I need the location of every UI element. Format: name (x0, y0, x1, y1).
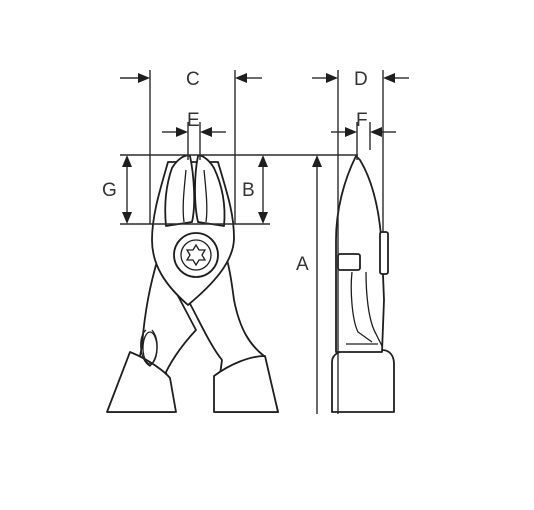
arrow-e-left (176, 127, 188, 137)
left-jaw (164, 154, 196, 227)
side-pivot-nut (337, 253, 361, 271)
arrow-e-right (200, 127, 212, 137)
left-grip (106, 351, 177, 413)
right-grip (213, 355, 279, 413)
right-jaw (194, 154, 226, 227)
side-pivot-boss (379, 231, 389, 275)
arrow-d-left (326, 73, 338, 83)
label-d: D (354, 69, 368, 90)
pliers-front-view (106, 154, 279, 413)
dimension-lines (120, 70, 409, 414)
finger-guard-ring (142, 331, 158, 365)
pliers-side-view (331, 155, 395, 413)
arrow-c-left (138, 73, 150, 83)
label-b: B (242, 180, 255, 201)
jaw-inner-line (182, 169, 187, 223)
arrow-c-right (235, 73, 247, 83)
label-e: E (187, 110, 200, 131)
arrow-f-left (345, 127, 357, 137)
dimension-labels: C E G B A D F (102, 69, 368, 275)
label-c: C (186, 69, 200, 90)
arrow-f-right (370, 127, 382, 137)
label-g: G (102, 180, 117, 201)
side-handle-grip (331, 349, 395, 413)
torx-screw-icon (185, 243, 207, 267)
label-f: F (356, 110, 368, 131)
arrow-d-right (383, 73, 395, 83)
pivot-inner-ring (180, 239, 212, 271)
side-contour (346, 271, 383, 347)
jaw-inner-line (203, 169, 208, 223)
label-a: A (296, 254, 309, 275)
